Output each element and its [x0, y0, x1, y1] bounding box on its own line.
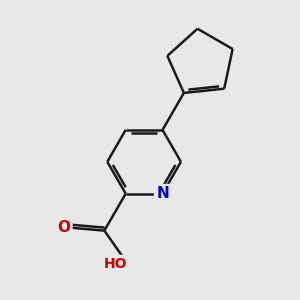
Text: HO: HO	[104, 257, 128, 271]
Text: N: N	[156, 186, 169, 201]
Text: O: O	[58, 220, 70, 235]
